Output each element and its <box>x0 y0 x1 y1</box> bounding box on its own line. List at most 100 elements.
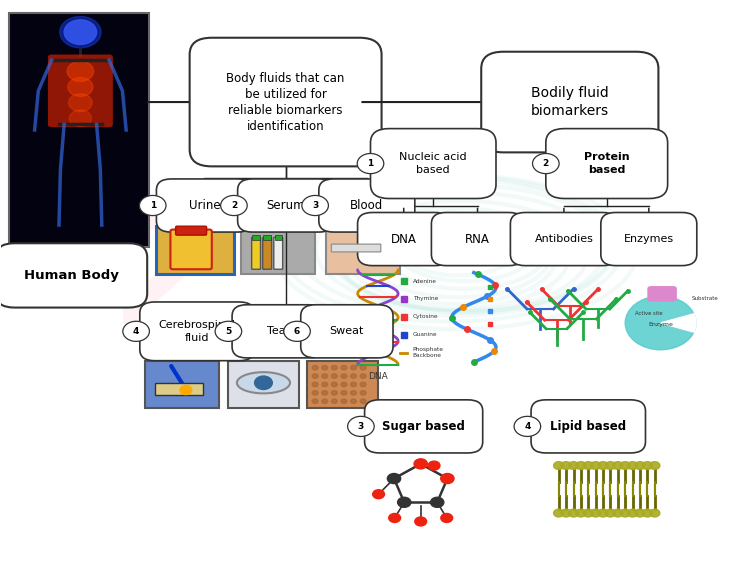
Circle shape <box>568 509 579 517</box>
Circle shape <box>635 509 645 517</box>
FancyBboxPatch shape <box>140 302 254 361</box>
FancyBboxPatch shape <box>228 361 299 408</box>
Circle shape <box>357 153 384 174</box>
Text: Serum: Serum <box>266 199 305 212</box>
FancyBboxPatch shape <box>238 179 333 232</box>
Circle shape <box>576 461 586 469</box>
Circle shape <box>341 382 347 387</box>
Circle shape <box>180 386 192 395</box>
FancyBboxPatch shape <box>232 305 325 358</box>
Circle shape <box>554 509 564 517</box>
FancyBboxPatch shape <box>511 212 617 266</box>
Circle shape <box>312 399 318 404</box>
FancyBboxPatch shape <box>326 226 400 274</box>
Circle shape <box>650 461 660 469</box>
Text: 2: 2 <box>110 206 217 356</box>
Circle shape <box>64 20 96 44</box>
Circle shape <box>373 490 385 498</box>
FancyBboxPatch shape <box>145 361 219 408</box>
Circle shape <box>628 461 638 469</box>
Circle shape <box>613 509 623 517</box>
Circle shape <box>322 399 328 404</box>
Circle shape <box>388 474 401 483</box>
Circle shape <box>441 474 454 483</box>
FancyBboxPatch shape <box>546 129 668 198</box>
Circle shape <box>605 509 616 517</box>
FancyBboxPatch shape <box>156 226 233 274</box>
Circle shape <box>215 321 242 341</box>
FancyBboxPatch shape <box>263 237 272 269</box>
Circle shape <box>428 461 440 470</box>
Circle shape <box>341 399 347 404</box>
FancyBboxPatch shape <box>331 244 381 252</box>
Text: 5: 5 <box>225 327 231 336</box>
Circle shape <box>625 296 696 350</box>
Circle shape <box>533 153 559 174</box>
Text: 3: 3 <box>358 422 364 431</box>
Text: DNA: DNA <box>368 372 388 381</box>
FancyBboxPatch shape <box>319 179 415 232</box>
FancyBboxPatch shape <box>308 361 377 408</box>
FancyBboxPatch shape <box>365 400 482 453</box>
Circle shape <box>331 365 337 370</box>
Circle shape <box>514 416 541 437</box>
Circle shape <box>642 509 653 517</box>
Text: Thymine: Thymine <box>413 296 438 301</box>
FancyBboxPatch shape <box>0 243 147 307</box>
Circle shape <box>561 509 571 517</box>
Text: 2: 2 <box>230 201 237 210</box>
FancyBboxPatch shape <box>370 129 496 198</box>
Text: 1: 1 <box>150 201 156 210</box>
FancyBboxPatch shape <box>156 179 253 232</box>
FancyBboxPatch shape <box>170 229 212 269</box>
Circle shape <box>650 509 660 517</box>
Text: 4: 4 <box>133 327 139 336</box>
FancyBboxPatch shape <box>274 235 282 239</box>
FancyBboxPatch shape <box>648 286 677 302</box>
Circle shape <box>554 461 564 469</box>
Circle shape <box>331 399 337 404</box>
Circle shape <box>341 365 347 370</box>
Circle shape <box>331 382 337 387</box>
Circle shape <box>312 374 318 378</box>
Circle shape <box>598 509 608 517</box>
Text: 1: 1 <box>368 159 373 168</box>
Circle shape <box>360 391 366 395</box>
Circle shape <box>414 459 428 469</box>
Circle shape <box>322 391 328 395</box>
Circle shape <box>255 376 272 389</box>
Text: Adenine: Adenine <box>413 279 436 283</box>
FancyBboxPatch shape <box>9 12 149 247</box>
Text: 4: 4 <box>524 422 531 431</box>
Text: Enzyme: Enzyme <box>648 321 673 327</box>
FancyBboxPatch shape <box>48 55 113 127</box>
Text: Active site: Active site <box>635 311 662 315</box>
Circle shape <box>350 365 356 370</box>
Circle shape <box>360 365 366 370</box>
FancyBboxPatch shape <box>190 38 382 166</box>
FancyBboxPatch shape <box>431 212 524 266</box>
Text: Antibodies: Antibodies <box>534 234 594 244</box>
Circle shape <box>350 391 356 395</box>
Text: Sugar based: Sugar based <box>382 420 465 433</box>
Circle shape <box>341 374 347 378</box>
Circle shape <box>613 461 623 469</box>
Circle shape <box>348 416 374 437</box>
Text: Protein
based: Protein based <box>584 152 630 175</box>
FancyBboxPatch shape <box>253 235 260 239</box>
Text: Body fluids that can
be utilized for
reliable biomarkers
identification: Body fluids that can be utilized for rel… <box>227 71 345 133</box>
Circle shape <box>312 391 318 395</box>
Circle shape <box>341 391 347 395</box>
Circle shape <box>591 461 601 469</box>
Circle shape <box>322 365 328 370</box>
Text: Bodily fluid
biomarkers: Bodily fluid biomarkers <box>531 87 609 117</box>
Text: DNA: DNA <box>391 233 416 246</box>
Circle shape <box>284 321 310 341</box>
Text: Tear: Tear <box>267 327 290 336</box>
Circle shape <box>576 509 586 517</box>
Circle shape <box>350 399 356 404</box>
Circle shape <box>70 110 91 126</box>
Circle shape <box>322 382 328 387</box>
Text: 6: 6 <box>294 327 300 336</box>
Circle shape <box>583 461 594 469</box>
